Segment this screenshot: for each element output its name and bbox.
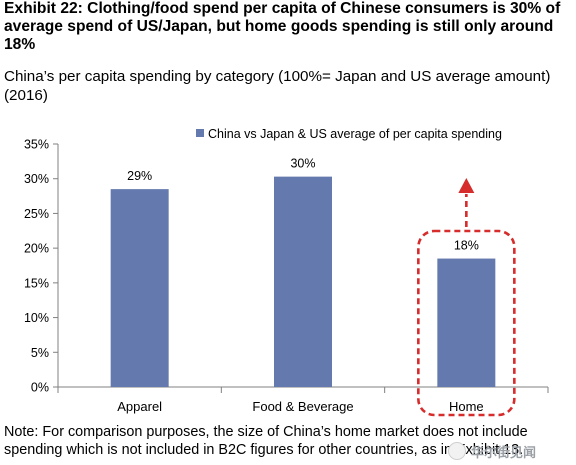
y-tick-label: 20% [24, 242, 49, 256]
chart-note: Note: For comparison purposes, the size … [4, 424, 528, 458]
chart-subtitle: China’s per capita spending by category … [4, 68, 551, 104]
legend-label: China vs Japan & US average of per capit… [208, 127, 502, 141]
highlight-box [417, 229, 516, 417]
bar-home [437, 258, 496, 387]
x-tick-label: Apparel [117, 399, 162, 414]
x-tick-label: Home [449, 399, 484, 414]
chat-bubble-icon [448, 442, 466, 460]
highlight-arrow-head [458, 178, 475, 193]
y-tick-label: 0% [31, 381, 49, 395]
watermark: 华尔街见闻 [448, 440, 572, 462]
x-tick-label: Food & Beverage [252, 399, 353, 414]
y-tick-label: 15% [24, 276, 49, 290]
data-label: 29% [127, 169, 152, 183]
y-tick-label: 30% [24, 172, 49, 186]
y-tick-label: 25% [24, 207, 49, 221]
watermark-text: 华尔街见闻 [471, 444, 537, 460]
legend-swatch [196, 129, 204, 137]
bar-apparel [110, 189, 169, 387]
chart-title: Exhibit 22: Clothing/food spend per capi… [4, 0, 561, 54]
bar-food-beverage [274, 176, 332, 387]
y-tick-label: 5% [31, 346, 49, 360]
data-label: 30% [290, 157, 315, 171]
y-tick-label: 10% [24, 311, 49, 325]
y-tick-label: 35% [24, 138, 49, 152]
data-label: 18% [454, 239, 479, 253]
